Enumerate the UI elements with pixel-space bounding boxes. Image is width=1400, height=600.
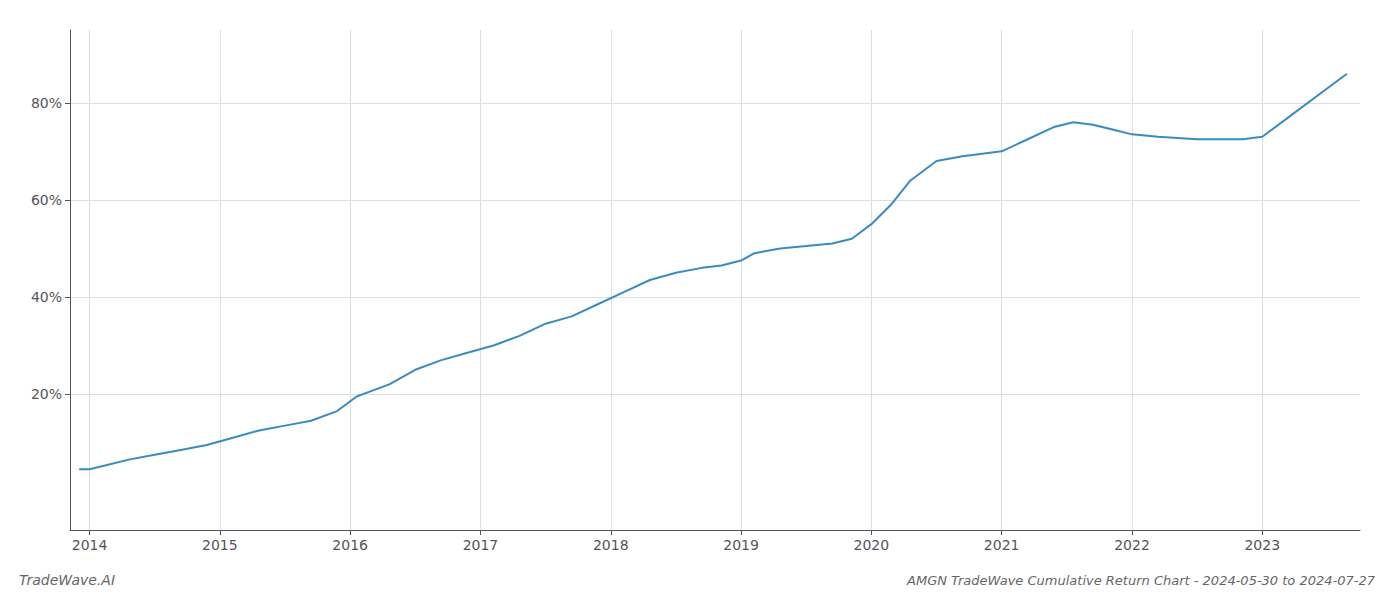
svg-text:2020: 2020 bbox=[854, 537, 890, 553]
svg-text:2017: 2017 bbox=[463, 537, 499, 553]
svg-text:80%: 80% bbox=[31, 95, 62, 111]
svg-text:2023: 2023 bbox=[1244, 537, 1280, 553]
svg-text:2022: 2022 bbox=[1114, 537, 1150, 553]
svg-text:60%: 60% bbox=[31, 192, 62, 208]
svg-text:20%: 20% bbox=[31, 386, 62, 402]
svg-text:2019: 2019 bbox=[723, 537, 759, 553]
svg-text:40%: 40% bbox=[31, 289, 62, 305]
svg-text:2021: 2021 bbox=[984, 537, 1020, 553]
svg-text:2015: 2015 bbox=[202, 537, 238, 553]
svg-text:AMGN TradeWave Cumulative Retu: AMGN TradeWave Cumulative Return Chart -… bbox=[906, 573, 1376, 588]
svg-text:2018: 2018 bbox=[593, 537, 629, 553]
svg-text:TradeWave.AI: TradeWave.AI bbox=[19, 572, 115, 588]
svg-text:2016: 2016 bbox=[332, 537, 368, 553]
svg-text:2014: 2014 bbox=[72, 537, 108, 553]
